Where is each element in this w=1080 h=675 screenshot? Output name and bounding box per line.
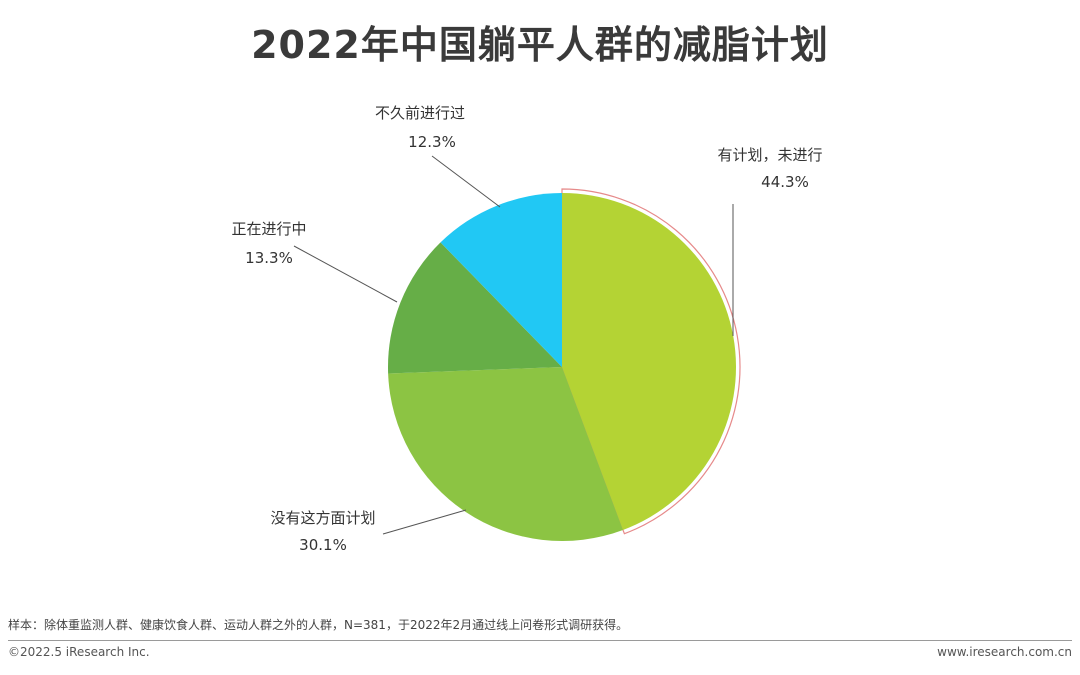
slice-1-highlight-outline <box>561 188 741 535</box>
slice-4 <box>440 193 562 367</box>
slice-3-label: 正在进行中 <box>231 220 306 238</box>
sample-note: 样本：除体重监测人群、健康饮食人群、运动人群之外的人群，N=381，于2022年… <box>8 618 629 632</box>
slice-3-value-label: 13.3% <box>245 249 293 267</box>
slice-2-label: 没有这方面计划 <box>270 509 375 527</box>
footer-divider <box>8 640 1072 641</box>
slice-1-label: 有计划，未进行 <box>717 146 822 164</box>
slice-4-value-label: 12.3% <box>408 133 456 151</box>
slice-2-leader-line <box>382 509 467 535</box>
slice-3 <box>388 242 562 374</box>
slice-2-value-label: 30.1% <box>299 536 347 554</box>
slice-4-label: 不久前进行过 <box>375 104 465 122</box>
slice-3-leader-line <box>293 245 398 303</box>
slice-1-value-label: 44.3% <box>761 173 809 191</box>
slice-4-leader-line <box>431 155 501 208</box>
slice-1 <box>562 193 736 530</box>
pie-chart: 有计划，未进行 44.3% 没有这方面计划 30.1% 正在进行中 13.3% 不久前进行过… <box>231 104 822 554</box>
chart-title: 2022年中国躺平人群的减脂计划 <box>251 23 829 67</box>
copyright-text: ©2022.5 iResearch Inc. <box>8 645 150 659</box>
website-link[interactable]: www.iresearch.com.cn <box>937 645 1072 659</box>
slice-2 <box>388 367 623 541</box>
